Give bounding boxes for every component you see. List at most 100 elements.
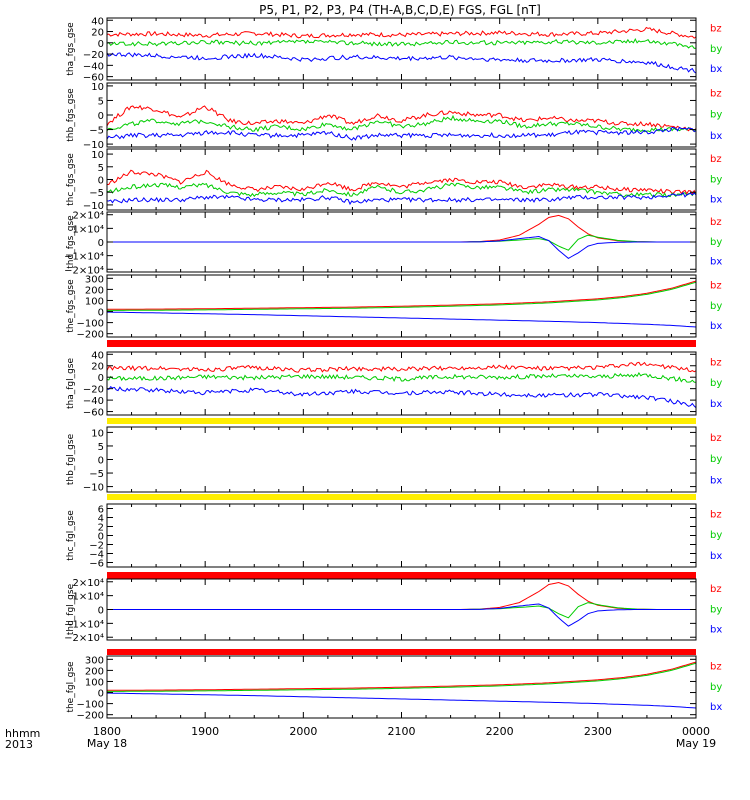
y-tick-label: −60 xyxy=(83,73,104,84)
series-bx-line xyxy=(107,126,696,141)
legend-bx: bx xyxy=(710,399,722,410)
y-tick-label: −10 xyxy=(83,201,104,212)
legend-bz: bz xyxy=(710,433,722,444)
legend-bx: bx xyxy=(710,624,722,635)
status-bar-red xyxy=(107,340,696,347)
legend-by: by xyxy=(710,44,722,55)
panel-frame xyxy=(106,351,697,416)
legend-bz: bz xyxy=(710,89,722,100)
x-tick-label: 2300 xyxy=(584,725,612,738)
panel-frame xyxy=(106,426,697,493)
year-label: 2013 xyxy=(5,738,33,751)
x-tick-label: 1800 xyxy=(93,725,121,738)
y-tick-label: 5 xyxy=(98,163,104,174)
series-bz-line xyxy=(107,581,696,610)
series-bx-line xyxy=(107,603,696,627)
y-tick-label: −5 xyxy=(89,126,104,137)
series-by-line xyxy=(107,182,696,198)
status-bar-red xyxy=(107,572,696,579)
y-tick-label: 5 xyxy=(98,96,104,107)
legend-bx: bx xyxy=(710,476,722,487)
panel-ylabel: thc_fgl_gse xyxy=(66,510,76,561)
status-bar-yellow xyxy=(107,418,696,424)
series-bx-line xyxy=(107,386,696,409)
y-tick-label: −2×10⁴ xyxy=(64,633,104,644)
y-tick-label: 5 xyxy=(98,442,104,453)
legend-bx: bx xyxy=(710,702,722,713)
y-tick-label: 1×10⁴ xyxy=(73,224,104,235)
panel-thb_fgs_gse: 10 5 0 −5 −10 thb_fgs_gse bz by bx xyxy=(66,82,722,151)
y-tick-label: −60 xyxy=(83,408,104,419)
y-tick-label: −1×10⁴ xyxy=(64,252,104,263)
legend-bx: bx xyxy=(710,321,722,332)
y-tick-label: 20 xyxy=(91,362,104,373)
legend-by: by xyxy=(710,682,722,693)
x-tick-label: 2200 xyxy=(486,725,514,738)
y-tick-label: 2×10⁴ xyxy=(73,211,104,222)
legend-by: by xyxy=(710,110,722,121)
panel-ylabel: thc_fgs_gse xyxy=(66,153,76,206)
legend-bz: bz xyxy=(710,23,722,34)
series-by-line xyxy=(107,662,696,692)
y-tick-label: 0 xyxy=(98,456,104,467)
legend-by: by xyxy=(710,174,722,185)
panel-ylabel: thb_fgl_gse xyxy=(66,433,76,485)
y-tick-label: 10 xyxy=(91,428,104,439)
y-tick-label: −40 xyxy=(83,61,104,72)
panel-ylabel: tha_fgl_gse xyxy=(66,358,76,410)
y-tick-label: 40 xyxy=(91,350,104,361)
status-bar-yellow xyxy=(107,494,696,500)
y-tick-label: −10 xyxy=(83,483,104,494)
legend-bz: bz xyxy=(710,509,722,520)
legend-bz: bz xyxy=(710,280,722,291)
legend-bx: bx xyxy=(710,64,722,75)
y-tick-label: 40 xyxy=(91,16,104,27)
y-tick-label: 100 xyxy=(85,296,104,307)
legend-bz: bz xyxy=(710,584,722,595)
legend-by: by xyxy=(710,530,722,541)
y-tick-label: 0 xyxy=(98,39,104,50)
series-by-line xyxy=(107,372,696,383)
y-tick-label: −5 xyxy=(89,188,104,199)
y-tick-label: 200 xyxy=(85,666,104,677)
series-bz-line xyxy=(107,661,696,691)
y-tick-label: 0 xyxy=(98,308,104,319)
series-bx-line xyxy=(107,692,696,709)
y-tick-label: 0 xyxy=(98,532,104,543)
y-tick-label: −1×10⁴ xyxy=(64,619,104,630)
x-tick-label: 0000 xyxy=(682,725,710,738)
y-tick-label: 20 xyxy=(91,28,104,39)
y-tick-label: −4 xyxy=(89,550,104,561)
series-bz-line xyxy=(107,26,696,39)
y-tick-label: 0 xyxy=(98,606,104,617)
series-bz-line xyxy=(107,361,696,373)
series-bx-line xyxy=(107,52,696,74)
legend-by: by xyxy=(710,237,722,248)
legend-bx: bx xyxy=(710,551,722,562)
panel-thc_fgs_gse: 10 5 0−5 −10 thc_fgs_gse bz by bx xyxy=(66,148,722,212)
y-tick-label: −20 xyxy=(83,50,104,61)
y-tick-label: 4 xyxy=(98,514,104,525)
y-tick-label: 200 xyxy=(85,285,104,296)
x-tick-label: 2000 xyxy=(289,725,317,738)
y-tick-label: −6 xyxy=(89,559,104,570)
y-tick-label: 2 xyxy=(98,523,104,534)
panel-ylabel: thd_fgl_gse xyxy=(66,583,76,635)
y-tick-label: 1×10⁴ xyxy=(73,592,104,603)
x-tick-label: 2100 xyxy=(388,725,416,738)
y-tick-label: 6 xyxy=(98,505,104,516)
y-tick-label: −20 xyxy=(83,385,104,396)
panel-thb_fgl_gse: 10 5 0 −5 −10 thb_fgl_gse bz by bx xyxy=(66,426,722,494)
legend-by: by xyxy=(710,378,722,389)
series-bx-line xyxy=(107,235,696,260)
y-tick-label: 0 xyxy=(98,373,104,384)
legend-bx: bx xyxy=(710,194,722,205)
